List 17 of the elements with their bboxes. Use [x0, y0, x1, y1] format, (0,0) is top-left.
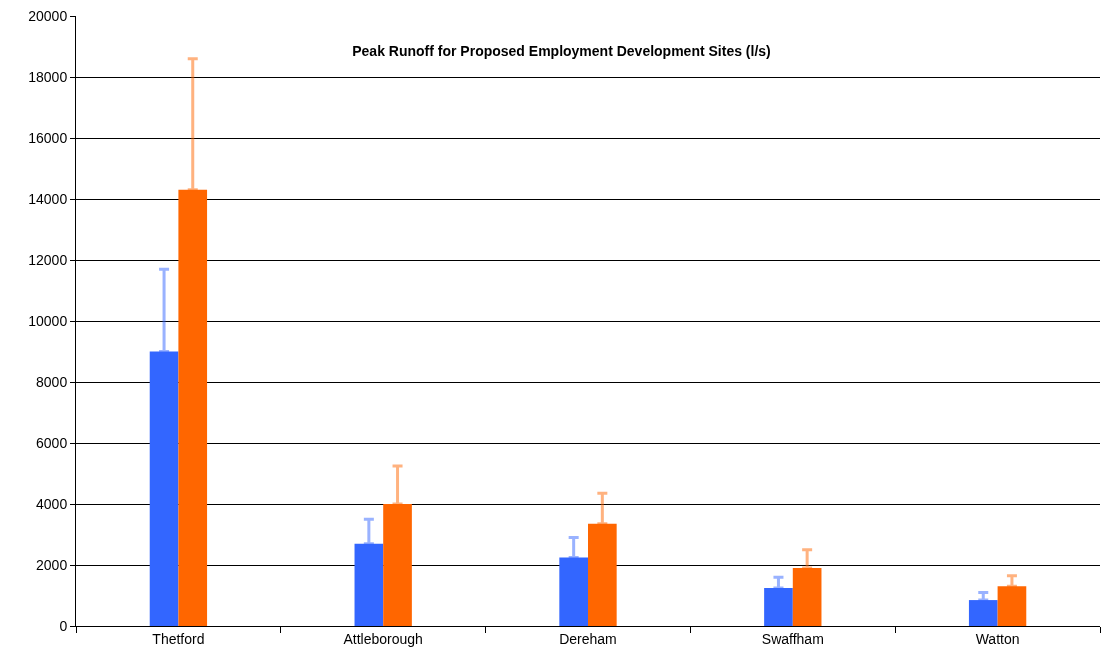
y-tick-label: 14000 — [28, 190, 68, 207]
y-tick-label: 4000 — [36, 495, 68, 512]
y-tick-label: 10000 — [28, 312, 68, 329]
x-tick-label: Thetford — [152, 630, 205, 647]
x-tick-label: Dereham — [559, 630, 617, 647]
y-tick-label: 0 — [59, 617, 68, 634]
x-tick-label: Swaffham — [761, 630, 824, 647]
y-tick-label: 16000 — [28, 129, 68, 146]
y-tick-label: 18000 — [28, 68, 68, 85]
y-tick-label: 2000 — [36, 556, 68, 573]
y-tick-label: 6000 — [36, 434, 68, 451]
y-tick-label: 12000 — [28, 251, 68, 268]
y-tick-label: 20000 — [28, 7, 68, 24]
y-tick-label: 8000 — [36, 373, 68, 390]
text: Peak Runoff for Proposed Employment Development Sites (l/s) — [352, 43, 771, 60]
x-tick-label: Watton — [975, 630, 1020, 647]
x-tick-label: Attleborough — [343, 630, 423, 647]
